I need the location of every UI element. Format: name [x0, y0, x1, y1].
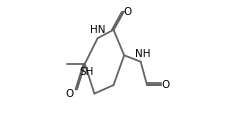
Text: O: O: [65, 89, 74, 99]
Text: O: O: [123, 7, 131, 17]
Text: NH: NH: [134, 49, 150, 59]
Text: O: O: [160, 80, 169, 90]
Text: HN: HN: [89, 25, 105, 35]
Text: SH: SH: [79, 67, 94, 77]
